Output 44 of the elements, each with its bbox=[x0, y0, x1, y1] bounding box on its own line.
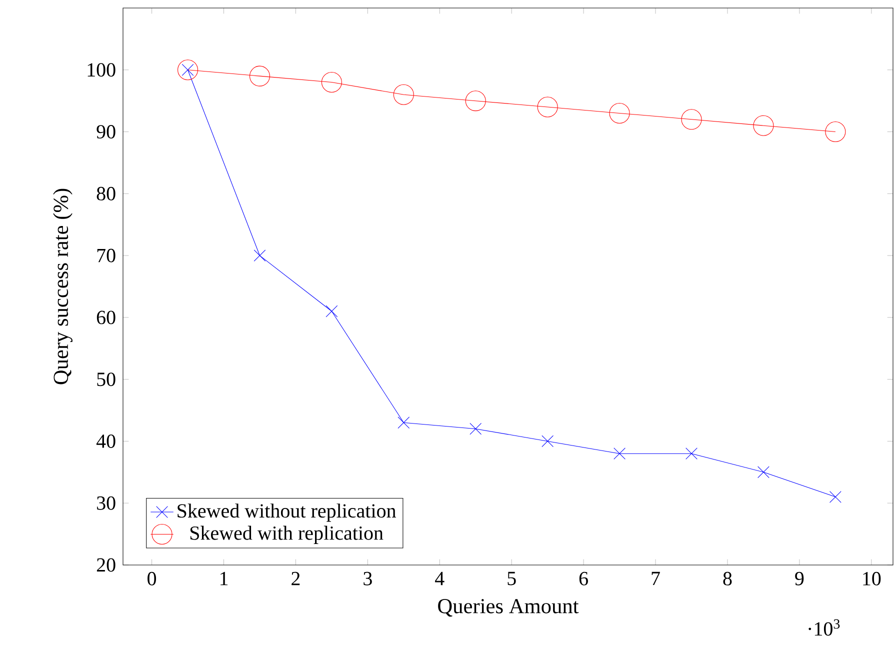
point bbox=[178, 60, 198, 80]
point bbox=[614, 448, 626, 460]
x-tick-label: 7 bbox=[652, 572, 660, 586]
point bbox=[321, 72, 342, 93]
point bbox=[249, 66, 270, 86]
legend-label: Skewed without replication bbox=[178, 504, 396, 522]
y-tick-label: 60 bbox=[96, 310, 116, 324]
point bbox=[537, 96, 558, 118]
y-tick-label: 20 bbox=[96, 558, 116, 572]
point bbox=[830, 490, 842, 503]
y-tick-label: 80 bbox=[96, 186, 116, 200]
y-tick-label: 40 bbox=[96, 434, 116, 448]
point bbox=[470, 422, 482, 435]
point bbox=[542, 435, 554, 448]
x-tick-label: 4 bbox=[435, 572, 444, 586]
y-tick-label: 50 bbox=[97, 372, 116, 386]
point bbox=[681, 109, 702, 130]
x-tick-label: 3 bbox=[364, 572, 372, 586]
x-tick-label: 10 bbox=[863, 572, 881, 586]
point bbox=[465, 90, 486, 112]
legend-label: Skewed with replication bbox=[190, 526, 384, 544]
y-tick-label: 90 bbox=[96, 125, 116, 139]
point bbox=[758, 466, 770, 478]
x-tick-label: 8 bbox=[723, 572, 732, 586]
text: ·10$^{3}$ bbox=[808, 619, 840, 636]
point bbox=[753, 115, 774, 136]
x-tick-label: 5 bbox=[508, 572, 516, 586]
point bbox=[254, 250, 266, 262]
x-tick-label: 0 bbox=[148, 572, 156, 586]
y-tick-label: 70 bbox=[97, 248, 116, 262]
x-tick-label: 1 bbox=[220, 572, 228, 586]
point bbox=[825, 122, 846, 142]
point bbox=[609, 102, 630, 124]
y-axis-title: Query success rate (%) bbox=[53, 188, 72, 384]
x-tick-label: 9 bbox=[795, 572, 804, 586]
point bbox=[393, 84, 414, 105]
y-tick-label: 30 bbox=[97, 496, 116, 510]
point bbox=[398, 416, 410, 429]
point bbox=[326, 305, 338, 318]
y-tick-label: 100 bbox=[88, 63, 116, 77]
x-tick-label: 6 bbox=[579, 572, 588, 586]
point bbox=[686, 448, 698, 460]
x-axis-title: Queries Amount bbox=[438, 599, 579, 617]
x-tick-label: 2 bbox=[292, 572, 300, 586]
